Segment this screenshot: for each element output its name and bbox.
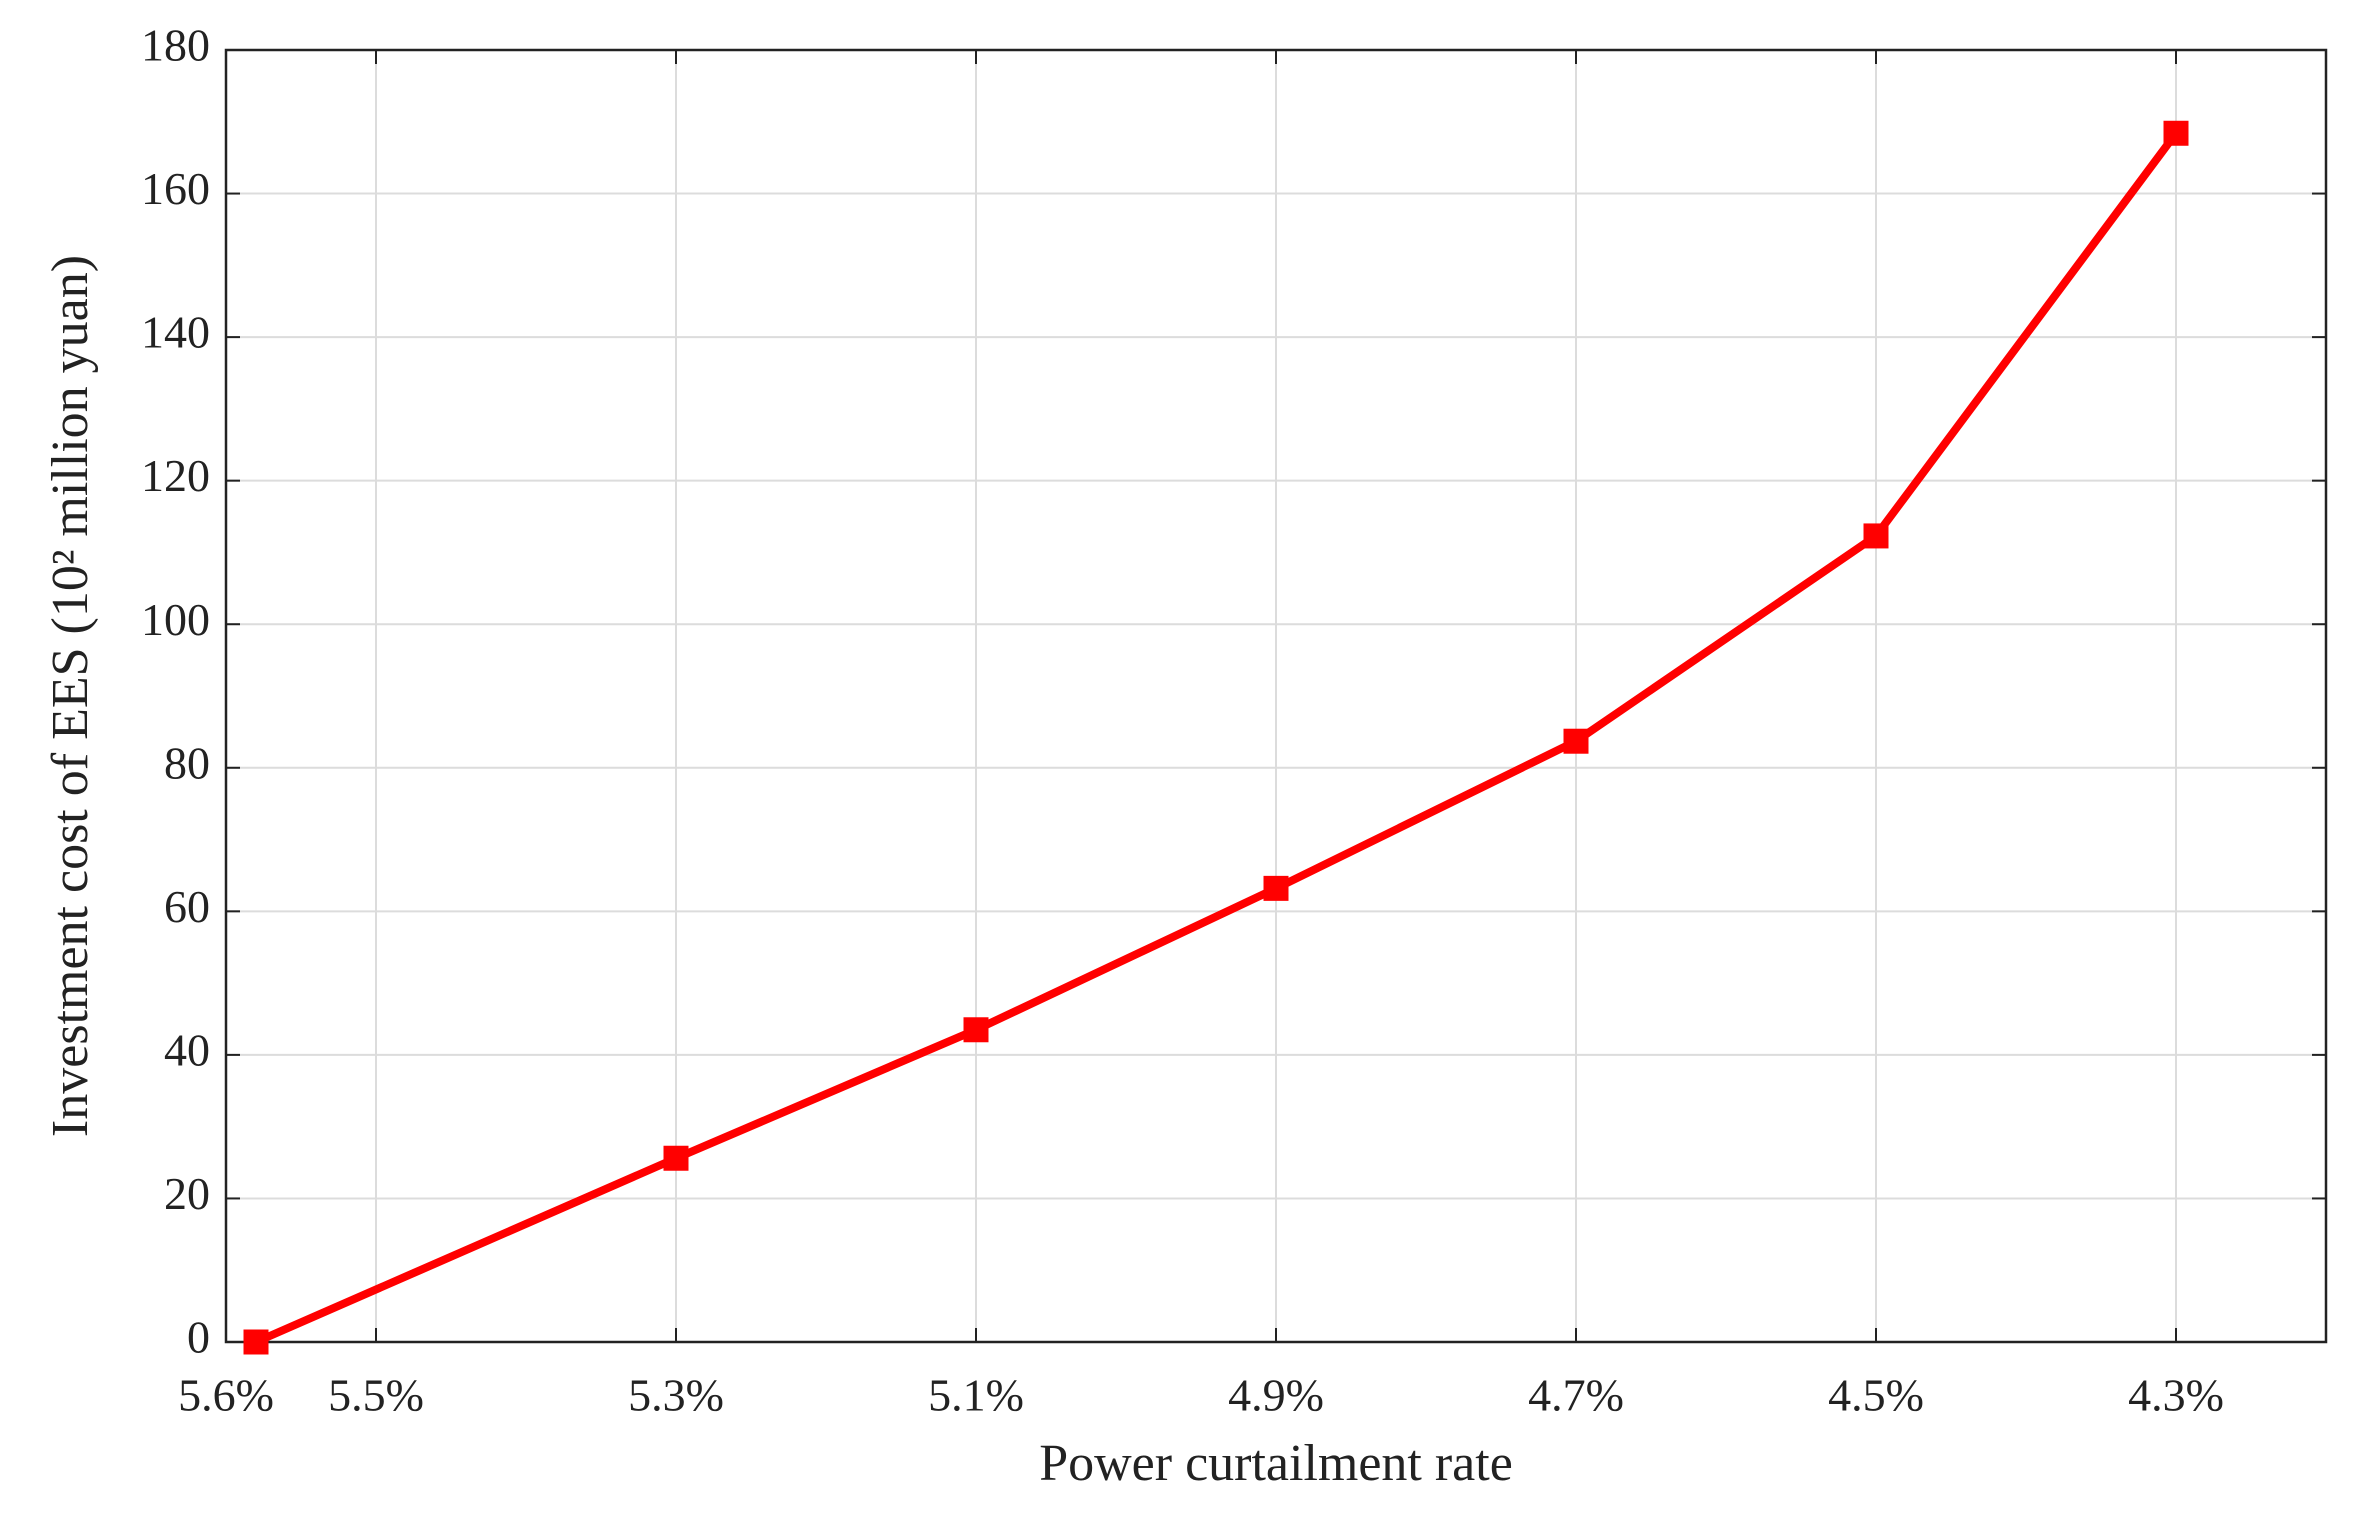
x-tick-label: 5.3%: [628, 1370, 724, 1421]
data-point: [2163, 120, 2189, 146]
data-point: [963, 1017, 989, 1043]
y-tick-label: 140: [141, 307, 210, 358]
data-point: [1863, 523, 1889, 549]
y-tick-label: 0: [187, 1312, 210, 1363]
y-tick-label: 60: [164, 881, 210, 932]
y-tick-label: 120: [141, 450, 210, 501]
x-tick-label: 5.6%: [178, 1370, 274, 1421]
data-line: [254, 130, 2180, 1346]
y-tick-label: 80: [164, 737, 210, 788]
data-point: [243, 1329, 269, 1355]
x-axis-label: Power curtailment rate: [1039, 1435, 1513, 1492]
data-point: [1563, 728, 1589, 754]
x-tick-label: 4.5%: [1828, 1370, 1924, 1421]
y-tick-label: 160: [141, 163, 210, 214]
y-tick-label: 180: [141, 20, 210, 71]
x-tick-label: 4.3%: [2128, 1370, 2224, 1421]
y-tick-label: 100: [141, 594, 210, 645]
y-tick-label: 20: [164, 1168, 210, 1219]
y-axis-label: Investment cost of EES (10² million yuan…: [42, 255, 99, 1137]
x-tick-label: 5.1%: [928, 1370, 1024, 1421]
x-tick-label: 4.7%: [1528, 1370, 1624, 1421]
plot-frame: [224, 48, 2328, 1344]
data-point: [663, 1145, 689, 1171]
data-point: [1263, 875, 1289, 901]
y-tick-label: 40: [164, 1024, 210, 1075]
x-tick-label: 4.9%: [1228, 1370, 1324, 1421]
x-tick-label: 5.5%: [328, 1370, 424, 1421]
